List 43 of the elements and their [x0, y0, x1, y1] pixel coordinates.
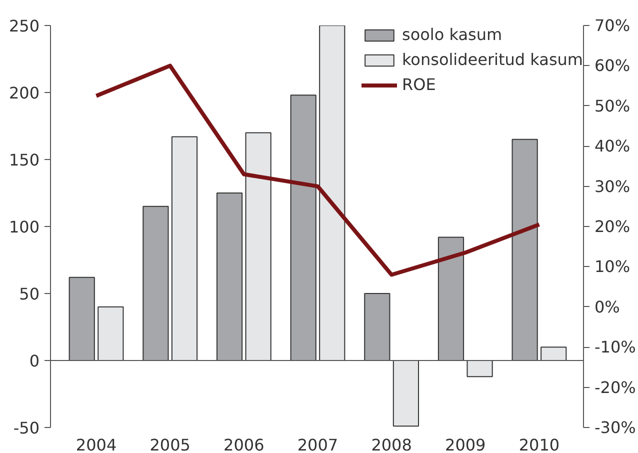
- bar: [171, 136, 198, 361]
- y2-tick-label: 70%: [594, 16, 630, 35]
- bar: [142, 206, 169, 361]
- bar: [438, 236, 464, 361]
- y2-tick-label: 60%: [594, 56, 630, 76]
- x-tick-label: 2006: [224, 436, 264, 453]
- x-tick-label: 2004: [76, 436, 117, 453]
- bar: [364, 293, 390, 361]
- y2-tick-label: 20%: [594, 217, 630, 236]
- bar: [540, 346, 567, 361]
- bar: [216, 192, 243, 361]
- y-tick-label: 150: [8, 150, 40, 170]
- y2-tick-label: 0%: [594, 297, 620, 316]
- y2-tick-label: 30%: [594, 176, 630, 196]
- y2-tick-label: -20%: [594, 378, 636, 397]
- y-tick-label: 200: [8, 84, 40, 102]
- x-tick-label: 2009: [445, 436, 486, 453]
- bar: [319, 26, 346, 361]
- y2-tick-label: 10%: [594, 257, 630, 276]
- y2-tick-label: 50%: [594, 96, 630, 116]
- y2-tick-label: 40%: [594, 136, 630, 156]
- x-tick-label: 2008: [371, 436, 412, 453]
- y-tick-label: 100: [8, 218, 40, 236]
- y-tick-label: 0: [29, 352, 40, 370]
- x-tick-label: 2007: [297, 436, 338, 453]
- bar: [98, 306, 124, 361]
- y-tick-label: 50: [19, 284, 40, 304]
- y2-tick-label: -10%: [594, 338, 636, 357]
- bar: [392, 360, 420, 427]
- bar: [466, 360, 493, 378]
- bar: [290, 94, 316, 361]
- bar: [68, 276, 95, 361]
- y-tick-label: 250: [8, 16, 40, 36]
- x-tick-label: 2005: [150, 436, 190, 453]
- y2-tick-label: -30%: [594, 418, 636, 437]
- y-tick-label: -50: [13, 418, 40, 438]
- legend-label: soolo kasum: [402, 25, 502, 44]
- legend-label: ROE: [402, 75, 436, 94]
- bar: [512, 138, 538, 361]
- legend-label: konsolideeritud kasum: [402, 50, 583, 69]
- x-tick-label: 2010: [518, 436, 560, 453]
- line-series: [94, 64, 542, 277]
- bar: [245, 132, 272, 361]
